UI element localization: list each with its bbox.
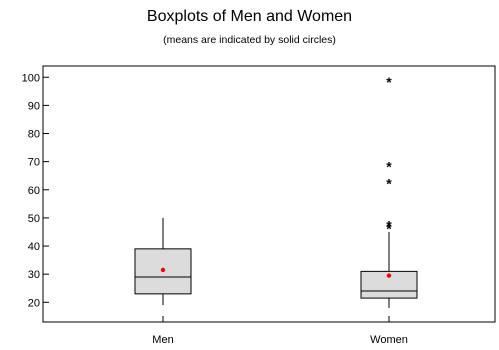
mean-point	[160, 267, 166, 273]
outlier-point: *	[386, 175, 392, 191]
outlier-point: *	[386, 74, 392, 90]
mean-point	[386, 273, 392, 278]
outlier-point: *	[386, 158, 392, 174]
box-men	[134, 217, 192, 306]
chart-title: Boxplots of Men and Women	[146, 8, 353, 25]
y-tick-label: 40	[28, 241, 40, 253]
y-tick-label: 100	[22, 72, 40, 84]
outlier-point: *	[386, 220, 392, 236]
boxes: *****	[134, 74, 418, 308]
y-tick-label: 80	[28, 129, 40, 141]
y-tick-label: 50	[28, 213, 40, 225]
x-axis: Men Women	[152, 316, 408, 346]
y-tick-label: 60	[28, 185, 40, 197]
y-tick-label: 90	[28, 100, 40, 112]
x-category-label: Women	[370, 334, 408, 346]
y-axis: 20 30 40 50 60 70 80 90 100	[22, 72, 49, 309]
x-category-label: Men	[152, 334, 173, 346]
y-tick-label: 30	[28, 269, 40, 281]
y-tick-label: 70	[28, 157, 40, 169]
box-women: *****	[360, 74, 418, 308]
plot-frame	[42, 65, 496, 323]
outlier-point: *	[386, 218, 392, 234]
y-tick-label: 20	[28, 297, 40, 309]
chart-subtitle: (means are indicated by solid circles)	[163, 34, 336, 46]
